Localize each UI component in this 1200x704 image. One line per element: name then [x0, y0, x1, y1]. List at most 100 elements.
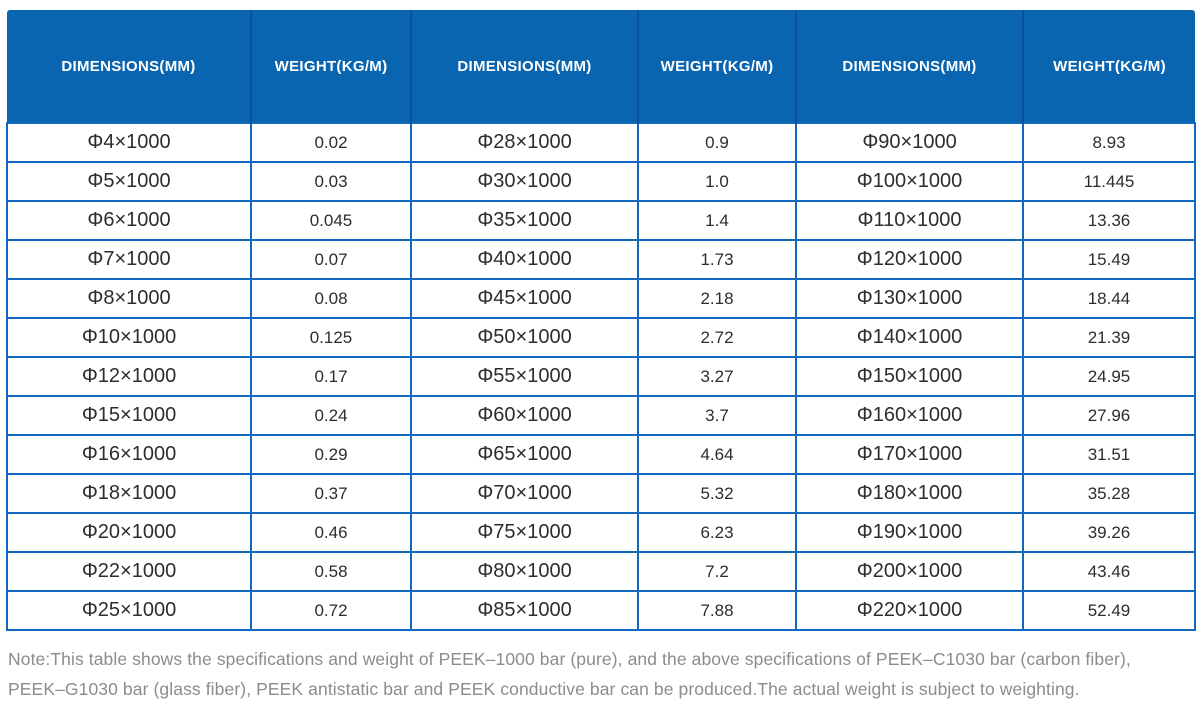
note-text: Note:This table shows the specifications…: [8, 644, 1194, 704]
dimension-cell: Φ22×1000: [6, 551, 252, 592]
dimension-cell: Φ35×1000: [410, 200, 639, 241]
header-row: DIMENSIONS(MM) WEIGHT(KG/M) DIMENSIONS(MM)…: [7, 10, 1195, 123]
dimension-cell: Φ16×1000: [6, 434, 252, 475]
spec-table: DIMENSIONS(MM) WEIGHT(KG/M) DIMENSIONS(MM)…: [6, 10, 1196, 631]
weight-cell: 0.02: [250, 122, 412, 163]
dimension-cell: Φ70×1000: [410, 473, 639, 514]
table-row: Φ22×1000 0.58 Φ80×1000 7.2 Φ200×1000 43.46: [6, 551, 1196, 592]
weight-cell: 2.72: [637, 317, 797, 358]
table-body: Φ4×1000 0.02 Φ28×1000 0.9 Φ90×1000 8.93 Φ5×100…: [6, 122, 1196, 631]
column-header: DIMENSIONS(MM): [411, 10, 639, 123]
table-row: Φ10×1000 0.125 Φ50×1000 2.72 Φ140×1000 21.39: [6, 317, 1196, 358]
weight-cell: 31.51: [1022, 434, 1196, 475]
weight-cell: 0.29: [250, 434, 412, 475]
dimension-cell: Φ40×1000: [410, 239, 639, 280]
weight-cell: 0.58: [250, 551, 412, 592]
weight-cell: 0.46: [250, 512, 412, 553]
weight-cell: 0.72: [250, 590, 412, 631]
dimension-cell: Φ85×1000: [410, 590, 639, 631]
dimension-cell: Φ160×1000: [795, 395, 1024, 436]
weight-cell: 6.23: [637, 512, 797, 553]
weight-cell: 3.7: [637, 395, 797, 436]
table-row: Φ7×1000 0.07 Φ40×1000 1.73 Φ120×1000 15.49: [6, 239, 1196, 280]
weight-cell: 7.2: [637, 551, 797, 592]
weight-cell: 0.37: [250, 473, 412, 514]
weight-cell: 24.95: [1022, 356, 1196, 397]
dimension-cell: Φ60×1000: [410, 395, 639, 436]
dimension-cell: Φ30×1000: [410, 161, 639, 202]
dimension-cell: Φ140×1000: [795, 317, 1024, 358]
weight-cell: 0.07: [250, 239, 412, 280]
weight-cell: 5.32: [637, 473, 797, 514]
table-row: Φ25×1000 0.72 Φ85×1000 7.88 Φ220×1000 52.49: [6, 590, 1196, 631]
weight-cell: 1.73: [637, 239, 797, 280]
dimension-cell: Φ5×1000: [6, 161, 252, 202]
dimension-cell: Φ20×1000: [6, 512, 252, 553]
weight-cell: 3.27: [637, 356, 797, 397]
dimension-cell: Φ190×1000: [795, 512, 1024, 553]
weight-cell: 2.18: [637, 278, 797, 319]
dimension-cell: Φ10×1000: [6, 317, 252, 358]
dimension-cell: Φ90×1000: [795, 122, 1024, 163]
dimension-cell: Φ130×1000: [795, 278, 1024, 319]
dimension-cell: Φ50×1000: [410, 317, 639, 358]
dimension-cell: Φ45×1000: [410, 278, 639, 319]
dimension-cell: Φ220×1000: [795, 590, 1024, 631]
weight-cell: 27.96: [1022, 395, 1196, 436]
weight-cell: 0.17: [250, 356, 412, 397]
note-line-1: Note:This table shows the specifications…: [8, 649, 1131, 669]
dimension-cell: Φ28×1000: [410, 122, 639, 163]
column-header: WEIGHT(KG/M): [638, 10, 797, 123]
dimension-cell: Φ12×1000: [6, 356, 252, 397]
weight-cell: 15.49: [1022, 239, 1196, 280]
weight-cell: 1.4: [637, 200, 797, 241]
weight-cell: 43.46: [1022, 551, 1196, 592]
weight-cell: 4.64: [637, 434, 797, 475]
dimension-cell: Φ15×1000: [6, 395, 252, 436]
weight-cell: 21.39: [1022, 317, 1196, 358]
dimension-cell: Φ150×1000: [795, 356, 1024, 397]
weight-cell: 0.9: [637, 122, 797, 163]
weight-cell: 0.03: [250, 161, 412, 202]
column-header: DIMENSIONS(MM): [796, 10, 1024, 123]
weight-cell: 11.445: [1022, 161, 1196, 202]
note-line-2: PEEK–G1030 bar (glass fiber), PEEK antis…: [8, 679, 1080, 699]
table-row: Φ20×1000 0.46 Φ75×1000 6.23 Φ190×1000 39.26: [6, 512, 1196, 553]
column-header: DIMENSIONS(MM): [7, 10, 252, 123]
dimension-cell: Φ200×1000: [795, 551, 1024, 592]
weight-cell: 13.36: [1022, 200, 1196, 241]
weight-cell: 7.88: [637, 590, 797, 631]
weight-cell: 0.08: [250, 278, 412, 319]
table-row: Φ18×1000 0.37 Φ70×1000 5.32 Φ180×1000 35.28: [6, 473, 1196, 514]
table-row: Φ15×1000 0.24 Φ60×1000 3.7 Φ160×1000 27.96: [6, 395, 1196, 436]
weight-cell: 18.44: [1022, 278, 1196, 319]
table-row: Φ8×1000 0.08 Φ45×1000 2.18 Φ130×1000 18.44: [6, 278, 1196, 319]
column-header: WEIGHT(KG/M): [251, 10, 412, 123]
column-header: WEIGHT(KG/M): [1023, 10, 1195, 123]
dimension-cell: Φ80×1000: [410, 551, 639, 592]
weight-cell: 0.045: [250, 200, 412, 241]
weight-cell: 0.125: [250, 317, 412, 358]
dimension-cell: Φ6×1000: [6, 200, 252, 241]
dimension-cell: Φ180×1000: [795, 473, 1024, 514]
weight-cell: 35.28: [1022, 473, 1196, 514]
weight-cell: 39.26: [1022, 512, 1196, 553]
table-row: Φ16×1000 0.29 Φ65×1000 4.64 Φ170×1000 31.51: [6, 434, 1196, 475]
table-header: DIMENSIONS(MM) WEIGHT(KG/M) DIMENSIONS(MM)…: [7, 10, 1195, 123]
weight-cell: 8.93: [1022, 122, 1196, 163]
dimension-cell: Φ100×1000: [795, 161, 1024, 202]
weight-cell: 0.24: [250, 395, 412, 436]
table-row: Φ6×1000 0.045 Φ35×1000 1.4 Φ110×1000 13.36: [6, 200, 1196, 241]
dimension-cell: Φ8×1000: [6, 278, 252, 319]
weight-cell: 52.49: [1022, 590, 1196, 631]
dimension-cell: Φ55×1000: [410, 356, 639, 397]
table-row: Φ5×1000 0.03 Φ30×1000 1.0 Φ100×1000 11.445: [6, 161, 1196, 202]
dimension-cell: Φ18×1000: [6, 473, 252, 514]
dimension-cell: Φ170×1000: [795, 434, 1024, 475]
dimension-cell: Φ65×1000: [410, 434, 639, 475]
dimension-cell: Φ4×1000: [6, 122, 252, 163]
dimension-cell: Φ110×1000: [795, 200, 1024, 241]
table-row: Φ4×1000 0.02 Φ28×1000 0.9 Φ90×1000 8.93: [6, 122, 1196, 163]
dimension-cell: Φ25×1000: [6, 590, 252, 631]
